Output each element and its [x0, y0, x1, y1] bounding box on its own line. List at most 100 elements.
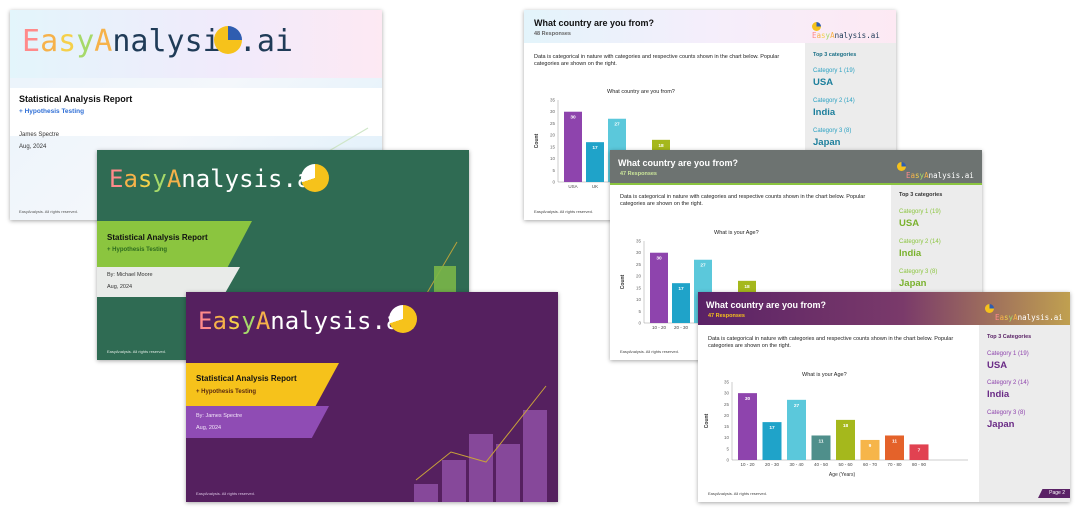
- category-3-label: Category 3 (8): [813, 128, 852, 134]
- category-2-value: India: [899, 248, 922, 259]
- logo-letter: i: [875, 31, 880, 40]
- logo-letter: a: [910, 171, 916, 180]
- logo-letter: .: [960, 171, 965, 180]
- logo-letter: E: [812, 31, 817, 40]
- logo-letter: A: [255, 307, 271, 335]
- logo-letter: s: [328, 307, 343, 335]
- y-tick-label: 5: [552, 168, 555, 173]
- bar: [787, 399, 806, 460]
- title-banner: [186, 363, 339, 408]
- logo-letter: a: [1053, 313, 1059, 322]
- logo-letter: s: [861, 31, 867, 40]
- logo-letter: .: [238, 24, 257, 59]
- logo-letter: a: [284, 307, 300, 335]
- bar-value-label: 18: [744, 284, 750, 290]
- slide-footer: EasyAnalysis. All rights reserved.: [534, 209, 593, 214]
- report-author: By: Michael Moore: [107, 272, 153, 278]
- response-count: 48 Responses: [534, 31, 571, 37]
- content-slide-purple[interactable]: What country are you from? 47 Responses …: [698, 292, 1070, 502]
- bar-value-label: 7: [918, 447, 921, 453]
- response-count: 47 Responses: [708, 313, 745, 319]
- bar: [586, 142, 604, 182]
- y-tick-label: 5: [726, 446, 729, 451]
- logo-letter: i: [969, 171, 974, 180]
- bar-value-label: 9: [869, 443, 872, 449]
- bar: [762, 422, 782, 460]
- slide-footer: EasyAnalysis. All rights reserved.: [708, 491, 767, 496]
- title-slide-purple[interactable]: EasyAnalysis.ai Statistical Analysis Rep…: [186, 292, 558, 502]
- question-title: What country are you from?: [618, 158, 739, 168]
- title-slide-light[interactable]: EasyAnalysis.ai Statistical Analysis Rep…: [10, 10, 382, 220]
- decor-column: [523, 410, 547, 502]
- bar-value-label: 17: [678, 286, 684, 292]
- bar-value-label: 30: [745, 396, 751, 402]
- logo-letter: A: [166, 165, 182, 193]
- content-slide-grey[interactable]: What country are you from? 47 Responses …: [610, 150, 982, 360]
- category-3-label: Category 3 (8): [899, 269, 938, 275]
- trend-line-decoration: [415, 385, 547, 481]
- y-tick-label: 20: [636, 274, 642, 279]
- logo-letter: E: [906, 171, 911, 180]
- logo-letter: y: [241, 307, 256, 335]
- brand-logo: EasyAnalysis.ai: [995, 305, 1063, 324]
- bar-value-label: 30: [570, 115, 576, 121]
- y-tick-label: 30: [636, 250, 642, 255]
- logo-letter: A: [830, 31, 835, 40]
- logo-letter: a: [40, 24, 59, 59]
- report-title: Statistical Analysis Report: [196, 374, 297, 383]
- header-band: [10, 10, 382, 78]
- chart-description: Data is categorical in nature with categ…: [534, 54, 780, 68]
- logo-letter: .: [371, 307, 386, 335]
- logo-letter: i: [857, 31, 862, 40]
- report-date: Aug, 2024: [107, 284, 133, 290]
- brand-logo: EasyAnalysis.ai: [812, 23, 880, 42]
- logo-letter: A: [924, 171, 929, 180]
- logo-letter: a: [839, 31, 844, 40]
- logo-letter: a: [999, 313, 1005, 322]
- report-subtitle: + Hypothesis Testing: [19, 108, 85, 115]
- bar: [860, 439, 880, 460]
- top-categories-title: Top 3 Categories: [987, 334, 1032, 340]
- bar: [672, 283, 690, 323]
- category-3-value: Japan: [899, 278, 927, 289]
- x-tick-label: 20 - 30: [765, 462, 780, 467]
- x-tick-label: 80 - 90: [912, 462, 927, 467]
- brand-logo: EasyAnalysis.ai: [22, 24, 293, 59]
- author-box: [186, 406, 329, 438]
- content-slide-light[interactable]: What country are you from? 48 Responses …: [524, 10, 896, 220]
- category-1-label: Category 1 (19): [899, 209, 941, 215]
- pie-logo-icon: [897, 162, 906, 171]
- logo-letter: l: [299, 307, 314, 335]
- logo-letter: .: [866, 31, 871, 40]
- bar: [909, 444, 929, 460]
- logo-letter: y: [825, 31, 831, 40]
- slide-footer: EasyAnalysis. All rights reserved.: [620, 349, 679, 354]
- logo-letter: y: [224, 165, 240, 193]
- logo-letter: s: [184, 24, 203, 59]
- logo-letter: y: [152, 165, 167, 193]
- report-subtitle: + Hypothesis Testing: [196, 389, 257, 395]
- category-1-value: USA: [813, 77, 834, 88]
- chart-description: Data is categorical in nature with categ…: [708, 336, 954, 350]
- report-title: Statistical Analysis Report: [107, 233, 208, 242]
- logo-letter: l: [843, 31, 849, 40]
- report-date: Aug, 2024: [196, 425, 222, 431]
- x-tick-label: 10 - 20: [740, 462, 755, 467]
- x-tick-label: 10 - 20: [652, 325, 667, 330]
- category-1-value: USA: [899, 218, 920, 229]
- logo-letter: s: [267, 165, 283, 193]
- x-tick-label: USA: [568, 184, 577, 189]
- question-title: What country are you from?: [706, 300, 827, 310]
- bar: [564, 111, 582, 182]
- logo-letter: n: [834, 31, 840, 40]
- logo-letter: a: [130, 24, 149, 59]
- bar-value-label: 30: [656, 256, 662, 262]
- logo-letter: s: [1044, 313, 1050, 322]
- logo-letter: a: [123, 165, 138, 193]
- logo-letter: l: [148, 24, 167, 59]
- slide-header: [610, 150, 982, 183]
- report-author: By: James Spectre: [196, 413, 243, 419]
- chart-title: What is your Age?: [802, 372, 847, 378]
- category-2-value: India: [813, 107, 836, 118]
- title-slide-green[interactable]: EasyAnalysis.ai Statistical Analysis Rep…: [97, 150, 469, 360]
